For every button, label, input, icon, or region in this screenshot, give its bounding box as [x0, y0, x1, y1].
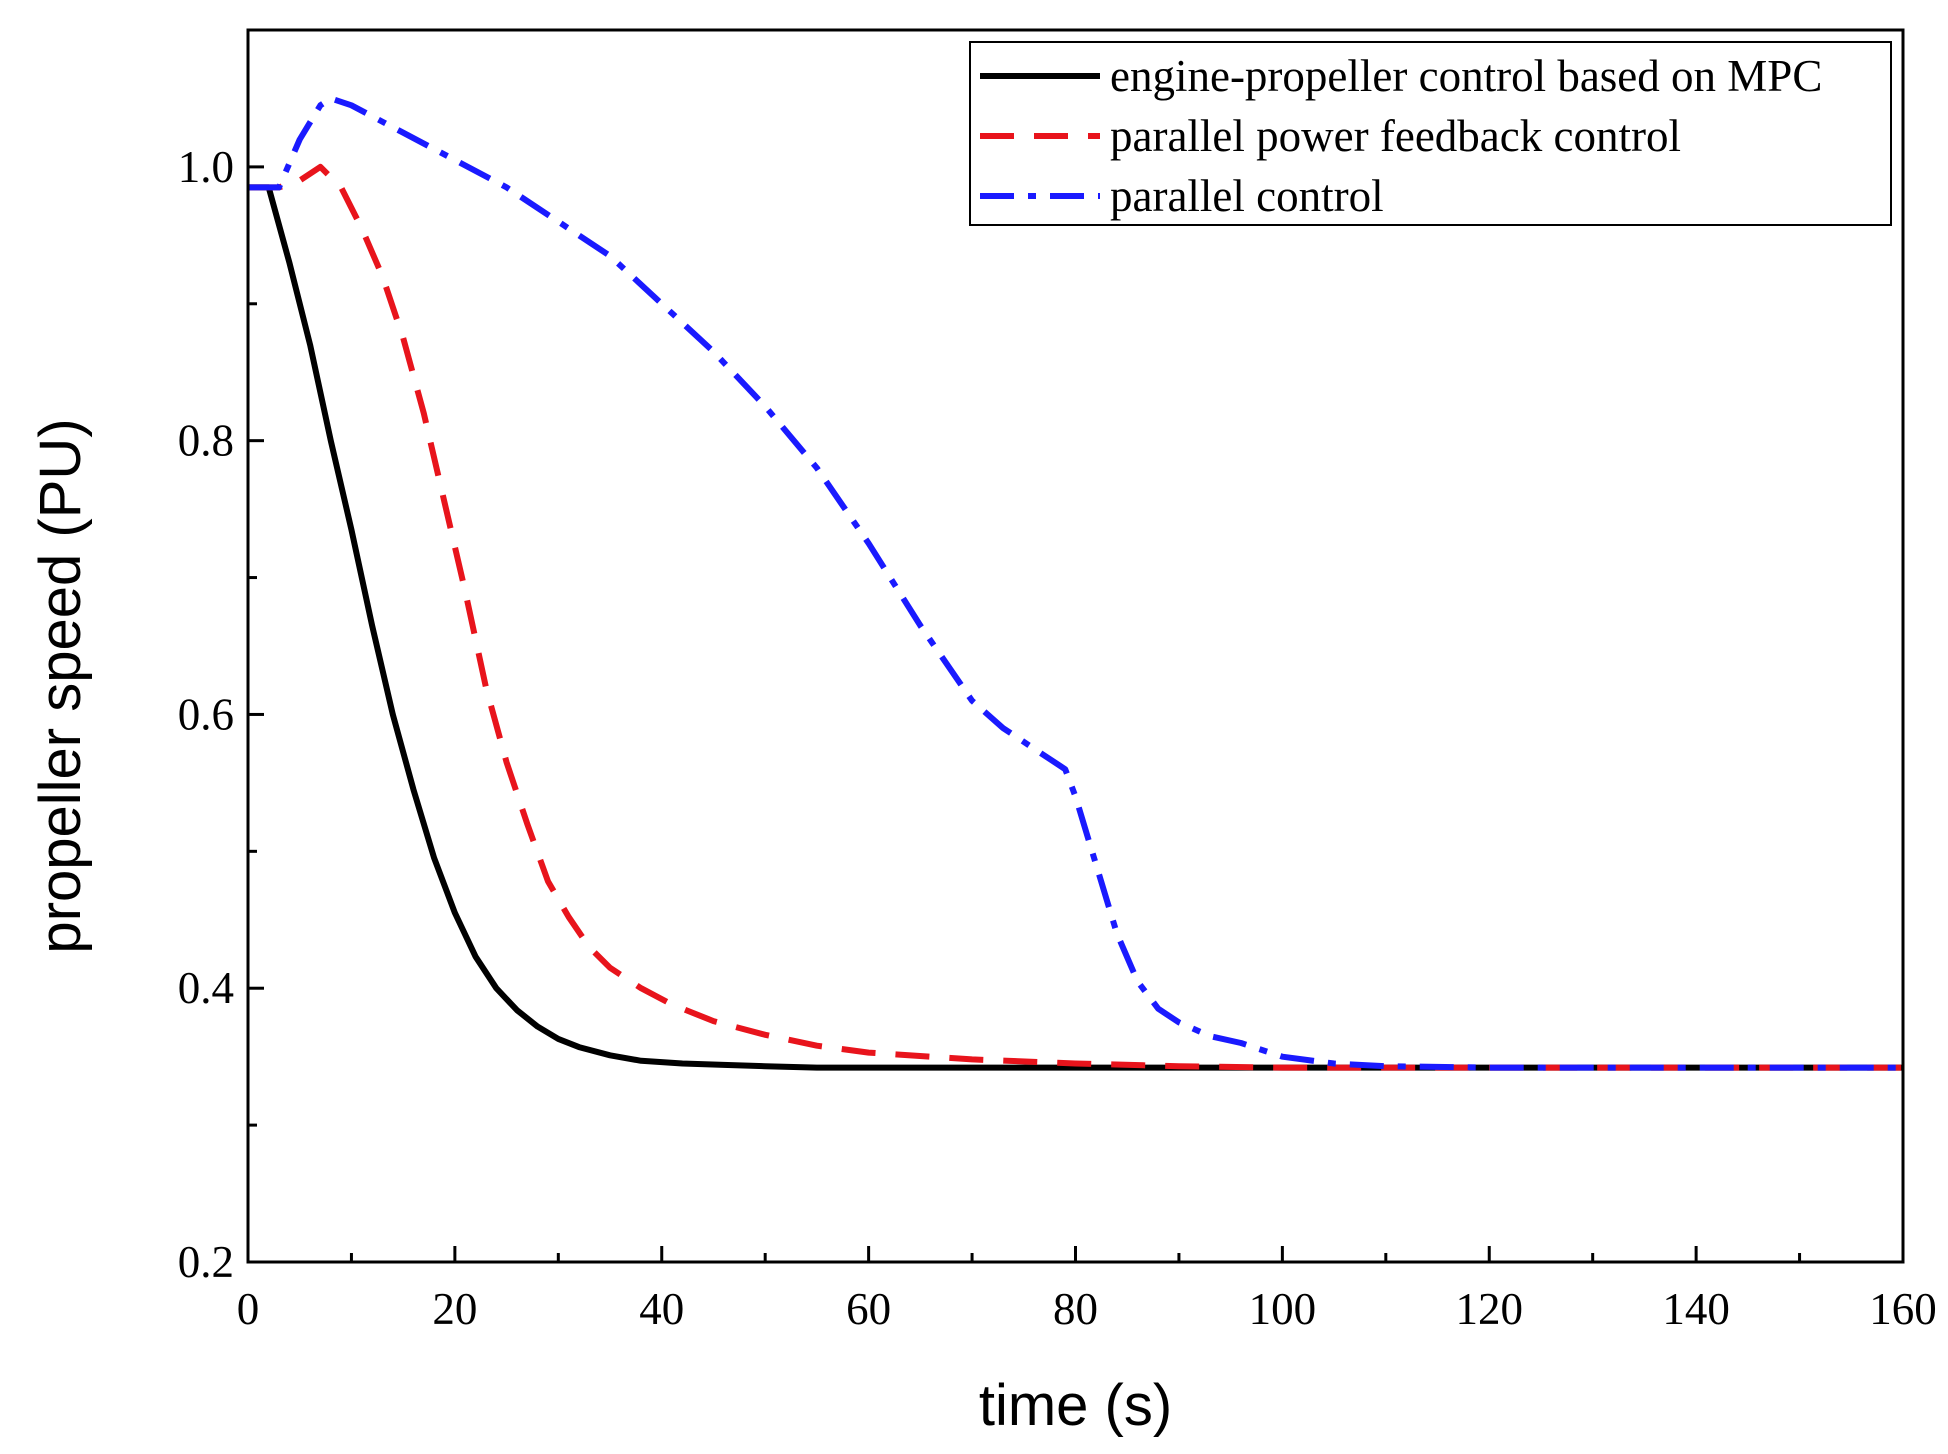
y-axis: 0.2 0.4 0.6 0.8 1.0	[178, 142, 264, 1287]
legend-label-1: engine-propeller control based on MPC	[1110, 51, 1822, 101]
series-line-1	[248, 184, 1903, 1071]
legend-label-2: parallel power feedback control	[1110, 111, 1681, 161]
x-tick-label: 20	[432, 1284, 477, 1334]
x-axis-title: time (s)	[979, 1373, 1172, 1438]
legend-label-3: parallel control	[1110, 171, 1384, 221]
series-line-3	[248, 95, 1903, 1071]
x-tick-label: 60	[846, 1284, 891, 1334]
x-tick-label: 80	[1053, 1284, 1098, 1334]
y-tick-label: 1.0	[178, 142, 234, 192]
x-tick-label: 140	[1662, 1284, 1730, 1334]
y-axis-title: propeller speed (PU)	[28, 418, 93, 953]
series-layer	[248, 95, 1903, 1071]
x-axis: 0 20 40 60 80 100 120 140 160	[237, 1246, 1937, 1334]
y-tick-label: 0.8	[178, 416, 234, 466]
y-tick-label: 0.6	[178, 689, 234, 739]
x-tick-label: 100	[1249, 1284, 1317, 1334]
x-tick-label: 160	[1869, 1284, 1937, 1334]
legend: engine-propeller control based on MPC par…	[969, 41, 1892, 226]
y-tick-label: 0.4	[178, 963, 234, 1013]
x-tick-label: 120	[1456, 1284, 1524, 1334]
x-tick-label: 40	[639, 1284, 684, 1334]
series-line-2	[248, 163, 1903, 1071]
legend-box	[969, 41, 1892, 226]
x-tick-label: 0	[237, 1284, 260, 1334]
y-tick-label: 0.2	[178, 1237, 234, 1287]
